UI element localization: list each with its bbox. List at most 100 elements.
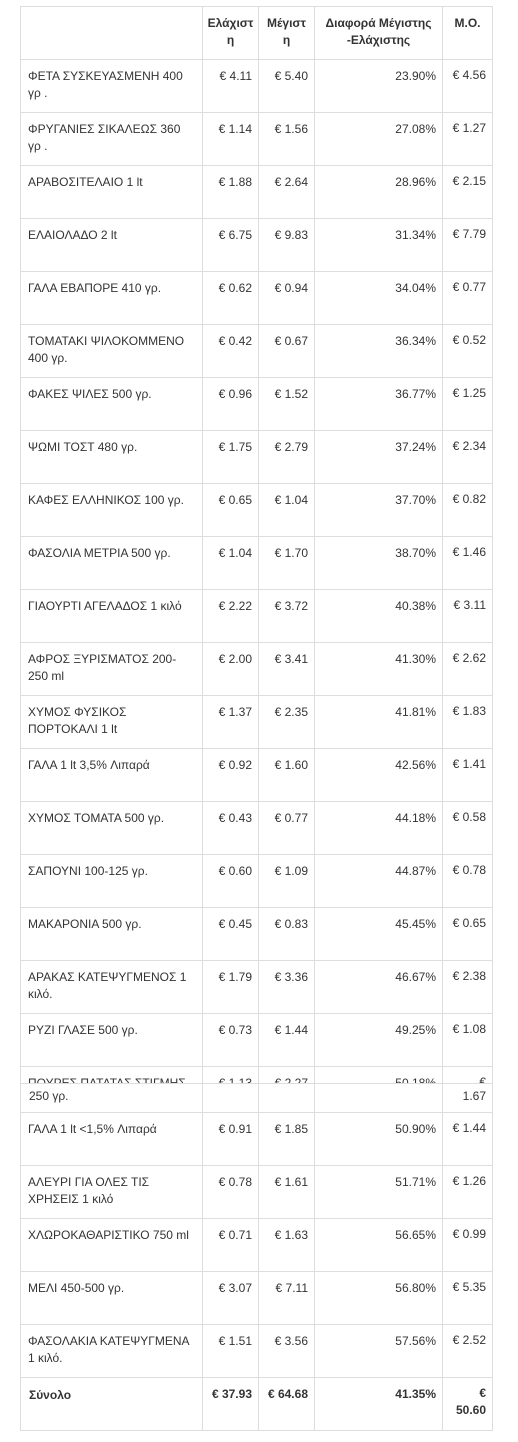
max-price-cell: € 1.70 (258, 536, 315, 590)
max-price-cell: € 2.64 (258, 165, 315, 219)
max-price-cell: € 5.40 (258, 59, 315, 113)
max-price-cell: € 3.72 (258, 589, 315, 643)
table-body-continued: 250 γρ. 1.67 ΓΑΛΑ 1 lt <1,5% Λιπαρά € 0.9… (20, 1083, 493, 1431)
min-price-cell: € 1.37 (202, 695, 259, 749)
min-price-cell: € 0.42 (202, 324, 259, 378)
diff-cell: 41.30% (314, 642, 443, 696)
product-name-cell: ΜΑΚΑΡΟΝΙΑ 500 γρ. (20, 907, 203, 961)
table-row: ΓΑΛΑ 1 lt <1,5% Λιπαρά € 0.91 € 1.85 50.90%… (20, 1112, 493, 1166)
avg-price-cell: € 1.27 (442, 112, 493, 166)
diff-cell: 27.08% (314, 112, 443, 166)
avg-price-cell: € 0.52 (442, 324, 493, 378)
max-price-cell: € 0.83 (258, 907, 315, 961)
avg-price-cell: € 5.35 (442, 1271, 493, 1325)
diff-cell: 41.35% (314, 1377, 443, 1431)
product-name-cell: ΧΛΩΡΟΚΑΘΑΡΙΣΤΙΚΟ 750 ml (20, 1218, 203, 1272)
min-price-cell: € 1.88 (202, 165, 259, 219)
table-row: ΕΛΑΙΟΛΑΔΟ 2 lt € 6.75 € 9.83 31.34% € 7.79 (20, 218, 493, 272)
avg-price-cell: € 1.41 (442, 748, 493, 802)
table-row: ΨΩΜΙ ΤΟΣΤ 480 γρ. € 1.75 € 2.79 37.24% € 2.3… (20, 430, 493, 484)
max-price-cell: € 0.67 (258, 324, 315, 378)
min-price-cell: € 37.93 (202, 1377, 259, 1431)
min-price-cell: € 0.60 (202, 854, 259, 908)
product-name-cell: 250 γρ. (20, 1083, 203, 1113)
table-row: ΧΥΜΟΣ ΦΥΣΙΚΟΣ ΠΟΡΤΟΚΑΛΙ 1 lt € 1.37 € 2.35… (20, 695, 493, 749)
total-row: Σύνολο € 37.93 € 64.68 41.35% € 50.60 (20, 1377, 493, 1431)
product-name-cell: ΑΦΡΟΣ ΞΥΡΙΣΜΑΤΟΣ 200-250 ml (20, 642, 203, 696)
product-name-cell: ΓΑΛΑ 1 lt 3,5% Λιπαρά (20, 748, 203, 802)
avg-price-cell: € 7.79 (442, 218, 493, 272)
diff-cell: 23.90% (314, 59, 443, 113)
price-table: Ελάχιστ η Μέγιστ η Διαφορά Μέγιστης -Ελά… (20, 6, 493, 1120)
max-price-cell: € 9.83 (258, 218, 315, 272)
avg-price-cell: € 2.62 (442, 642, 493, 696)
avg-price-cell: € 2.52 (442, 1324, 493, 1378)
diff-cell: 50.90% (314, 1112, 443, 1166)
table-row: ΦΡΥΓΑΝΙΕΣ ΣΙΚΑΛΕΩΣ 360 γρ . € 1.14 € 1.56 2… (20, 112, 493, 166)
diff-cell: 28.96% (314, 165, 443, 219)
header-max: Μέγιστ η (258, 6, 315, 60)
product-name-cell: ΦΡΥΓΑΝΙΕΣ ΣΙΚΑΛΕΩΣ 360 γρ . (20, 112, 203, 166)
max-price-cell: € 64.68 (258, 1377, 315, 1431)
product-name-cell: ΡΥΖΙ ΓΛΑΣΕ 500 γρ. (20, 1013, 203, 1067)
product-name-cell: ΦΑΣΟΛΑΚΙΑ ΚΑΤΕΨΥΓΜΕΝΑ 1 κιλό. (20, 1324, 203, 1378)
min-price-cell: € 0.96 (202, 377, 259, 431)
table-header-row: Ελάχιστ η Μέγιστ η Διαφορά Μέγιστης -Ελά… (20, 6, 493, 60)
diff-cell: 44.87% (314, 854, 443, 908)
avg-price-cell: € 50.60 (442, 1377, 493, 1431)
min-price-cell: € 0.65 (202, 483, 259, 537)
diff-cell: 36.34% (314, 324, 443, 378)
avg-price-cell: € 3.11 (442, 589, 493, 643)
avg-price-cell: € 0.82 (442, 483, 493, 537)
diff-cell: 49.25% (314, 1013, 443, 1067)
max-price-cell: € 1.52 (258, 377, 315, 431)
diff-cell: 57.56% (314, 1324, 443, 1378)
min-price-cell: € 1.75 (202, 430, 259, 484)
table-row: ΦΑΚΕΣ ΨΙΛΕΣ 500 γρ. € 0.96 € 1.52 36.77% € 1… (20, 377, 493, 431)
avg-price-cell: € 0.65 (442, 907, 493, 961)
product-name-cell: ΨΩΜΙ ΤΟΣΤ 480 γρ. (20, 430, 203, 484)
table-row: ΜΑΚΑΡΟΝΙΑ 500 γρ. € 0.45 € 0.83 45.45% € 0.6… (20, 907, 493, 961)
header-avg: Μ.Ο. (442, 6, 493, 60)
max-price-cell: € 3.41 (258, 642, 315, 696)
avg-price-cell: € 0.99 (442, 1218, 493, 1272)
product-name-cell: ΕΛΑΙΟΛΑΔΟ 2 lt (20, 218, 203, 272)
max-price-cell: € 2.79 (258, 430, 315, 484)
table-row: ΤΟΜΑΤΑΚΙ ΨΙΛΟΚΟΜΜΕΝΟ 400 γρ. € 0.42 € 0.67… (20, 324, 493, 378)
min-price-cell: € 1.04 (202, 536, 259, 590)
avg-price-cell: € 0.58 (442, 801, 493, 855)
min-price-cell: € 0.62 (202, 271, 259, 325)
max-price-cell: € 1.63 (258, 1218, 315, 1272)
product-name-cell: ΦΕΤΑ ΣΥΣΚΕΥΑΣΜΕΝΗ 400 γρ . (20, 59, 203, 113)
diff-cell: 41.81% (314, 695, 443, 749)
table-row-split: 250 γρ. 1.67 (20, 1083, 493, 1113)
min-price-cell: € 0.45 (202, 907, 259, 961)
table-row: ΜΕΛΙ 450-500 γρ. € 3.07 € 7.11 56.80% € 5.35 (20, 1271, 493, 1325)
max-price-cell: € 1.61 (258, 1165, 315, 1219)
avg-price-cell: € 2.34 (442, 430, 493, 484)
price-table-continued: 250 γρ. 1.67 ΓΑΛΑ 1 lt <1,5% Λιπαρά € 0.9… (20, 1083, 493, 1431)
diff-cell: 56.65% (314, 1218, 443, 1272)
max-price-cell: € 1.04 (258, 483, 315, 537)
diff-cell: 38.70% (314, 536, 443, 590)
max-price-cell: € 3.56 (258, 1324, 315, 1378)
max-price-cell: € 1.09 (258, 854, 315, 908)
product-name-cell: ΚΑΦΕΣ ΕΛΛΗΝΙΚΟΣ 100 γρ. (20, 483, 203, 537)
header-min: Ελάχιστ η (202, 6, 259, 60)
table-row: ΚΑΦΕΣ ΕΛΛΗΝΙΚΟΣ 100 γρ. € 0.65 € 1.04 37.70… (20, 483, 493, 537)
product-name-cell: ΣΑΠΟΥΝΙ 100-125 γρ. (20, 854, 203, 908)
avg-price-cell: € 1.46 (442, 536, 493, 590)
min-price-cell: € 0.91 (202, 1112, 259, 1166)
diff-cell: 37.24% (314, 430, 443, 484)
min-price-cell: € 1.51 (202, 1324, 259, 1378)
table-row: ΓΑΛΑ 1 lt 3,5% Λιπαρά € 0.92 € 1.60 42.56% €… (20, 748, 493, 802)
max-price-cell: € 3.36 (258, 960, 315, 1014)
table-row: ΑΛΕΥΡΙ ΓΙΑ ΟΛΕΣ ΤΙΣ ΧΡΗΣΕΙΣ 1 κιλό € 0.78… (20, 1165, 493, 1219)
product-name-cell: ΧΥΜΟΣ ΦΥΣΙΚΟΣ ΠΟΡΤΟΚΑΛΙ 1 lt (20, 695, 203, 749)
min-price-cell: € 2.00 (202, 642, 259, 696)
product-name-cell: ΤΟΜΑΤΑΚΙ ΨΙΛΟΚΟΜΜΕΝΟ 400 γρ. (20, 324, 203, 378)
table-row: ΑΦΡΟΣ ΞΥΡΙΣΜΑΤΟΣ 200-250 ml € 2.00 € 3.41 4… (20, 642, 493, 696)
table-row: ΑΡΑΒΟΣΙΤΕΛΑΙΟ 1 lt € 1.88 € 2.64 28.96% € 2.… (20, 165, 493, 219)
min-price-cell (202, 1083, 259, 1113)
avg-price-cell: € 2.38 (442, 960, 493, 1014)
